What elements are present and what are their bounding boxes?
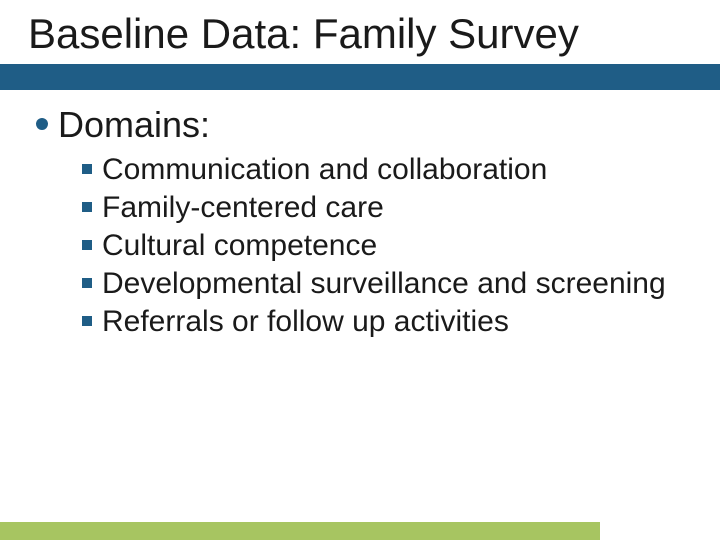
list-item-text: Communication and collaboration bbox=[102, 152, 547, 188]
heading-text: Domains: bbox=[58, 104, 210, 146]
title-area: Baseline Data: Family Survey bbox=[0, 0, 720, 64]
slide-title: Baseline Data: Family Survey bbox=[28, 10, 692, 58]
square-bullet-icon bbox=[82, 278, 92, 288]
square-bullet-icon bbox=[82, 164, 92, 174]
list-item: Referrals or follow up activities bbox=[82, 304, 680, 340]
list-item: Family-centered care bbox=[82, 190, 680, 226]
list-item-text: Developmental surveillance and screening bbox=[102, 266, 666, 302]
heading-row: Domains: bbox=[36, 104, 720, 146]
square-bullet-icon bbox=[82, 202, 92, 212]
list-item: Communication and collaboration bbox=[82, 152, 680, 188]
square-bullet-icon bbox=[82, 240, 92, 250]
disc-bullet-icon bbox=[36, 118, 48, 130]
footer-accent-bar bbox=[0, 522, 600, 540]
list-item-text: Family-centered care bbox=[102, 190, 384, 226]
list-item: Developmental surveillance and screening bbox=[82, 266, 680, 302]
square-bullet-icon bbox=[82, 316, 92, 326]
sub-list: Communication and collaborationFamily-ce… bbox=[36, 146, 720, 340]
list-item-text: Referrals or follow up activities bbox=[102, 304, 509, 340]
title-underline bbox=[0, 64, 720, 90]
content-area: Domains: Communication and collaboration… bbox=[0, 90, 720, 340]
list-item: Cultural competence bbox=[82, 228, 680, 264]
list-item-text: Cultural competence bbox=[102, 228, 377, 264]
